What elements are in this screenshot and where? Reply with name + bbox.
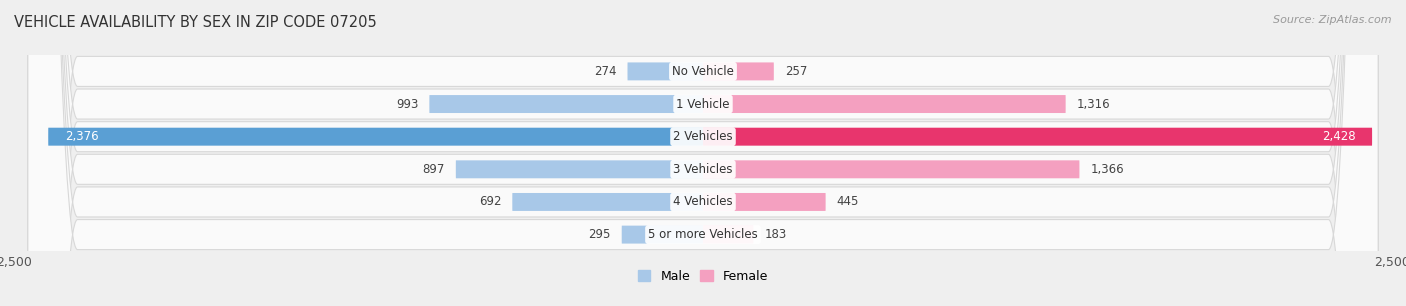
FancyBboxPatch shape xyxy=(621,226,703,244)
Text: 183: 183 xyxy=(765,228,787,241)
Text: 692: 692 xyxy=(479,196,502,208)
Text: 2 Vehicles: 2 Vehicles xyxy=(673,130,733,143)
Text: 3 Vehicles: 3 Vehicles xyxy=(673,163,733,176)
FancyBboxPatch shape xyxy=(703,160,1080,178)
Text: 2,376: 2,376 xyxy=(65,130,98,143)
Text: 4 Vehicles: 4 Vehicles xyxy=(673,196,733,208)
FancyBboxPatch shape xyxy=(703,95,1066,113)
Text: 2,428: 2,428 xyxy=(1322,130,1355,143)
Text: 1,316: 1,316 xyxy=(1077,98,1111,110)
FancyBboxPatch shape xyxy=(28,0,1378,306)
FancyBboxPatch shape xyxy=(703,62,773,80)
Text: 1,366: 1,366 xyxy=(1091,163,1123,176)
FancyBboxPatch shape xyxy=(28,0,1378,306)
FancyBboxPatch shape xyxy=(512,193,703,211)
Text: Source: ZipAtlas.com: Source: ZipAtlas.com xyxy=(1274,15,1392,25)
Text: 897: 897 xyxy=(422,163,444,176)
Text: 1 Vehicle: 1 Vehicle xyxy=(676,98,730,110)
FancyBboxPatch shape xyxy=(28,0,1378,306)
FancyBboxPatch shape xyxy=(456,160,703,178)
Text: 257: 257 xyxy=(785,65,807,78)
Text: No Vehicle: No Vehicle xyxy=(672,65,734,78)
Text: 295: 295 xyxy=(588,228,610,241)
Text: 5 or more Vehicles: 5 or more Vehicles xyxy=(648,228,758,241)
Text: 274: 274 xyxy=(593,65,616,78)
FancyBboxPatch shape xyxy=(48,128,703,146)
FancyBboxPatch shape xyxy=(703,128,1372,146)
FancyBboxPatch shape xyxy=(429,95,703,113)
Text: 445: 445 xyxy=(837,196,859,208)
Text: 993: 993 xyxy=(396,98,419,110)
FancyBboxPatch shape xyxy=(703,193,825,211)
FancyBboxPatch shape xyxy=(28,0,1378,306)
Text: VEHICLE AVAILABILITY BY SEX IN ZIP CODE 07205: VEHICLE AVAILABILITY BY SEX IN ZIP CODE … xyxy=(14,15,377,30)
FancyBboxPatch shape xyxy=(627,62,703,80)
FancyBboxPatch shape xyxy=(28,0,1378,306)
FancyBboxPatch shape xyxy=(28,0,1378,306)
Legend: Male, Female: Male, Female xyxy=(633,265,773,288)
FancyBboxPatch shape xyxy=(703,226,754,244)
